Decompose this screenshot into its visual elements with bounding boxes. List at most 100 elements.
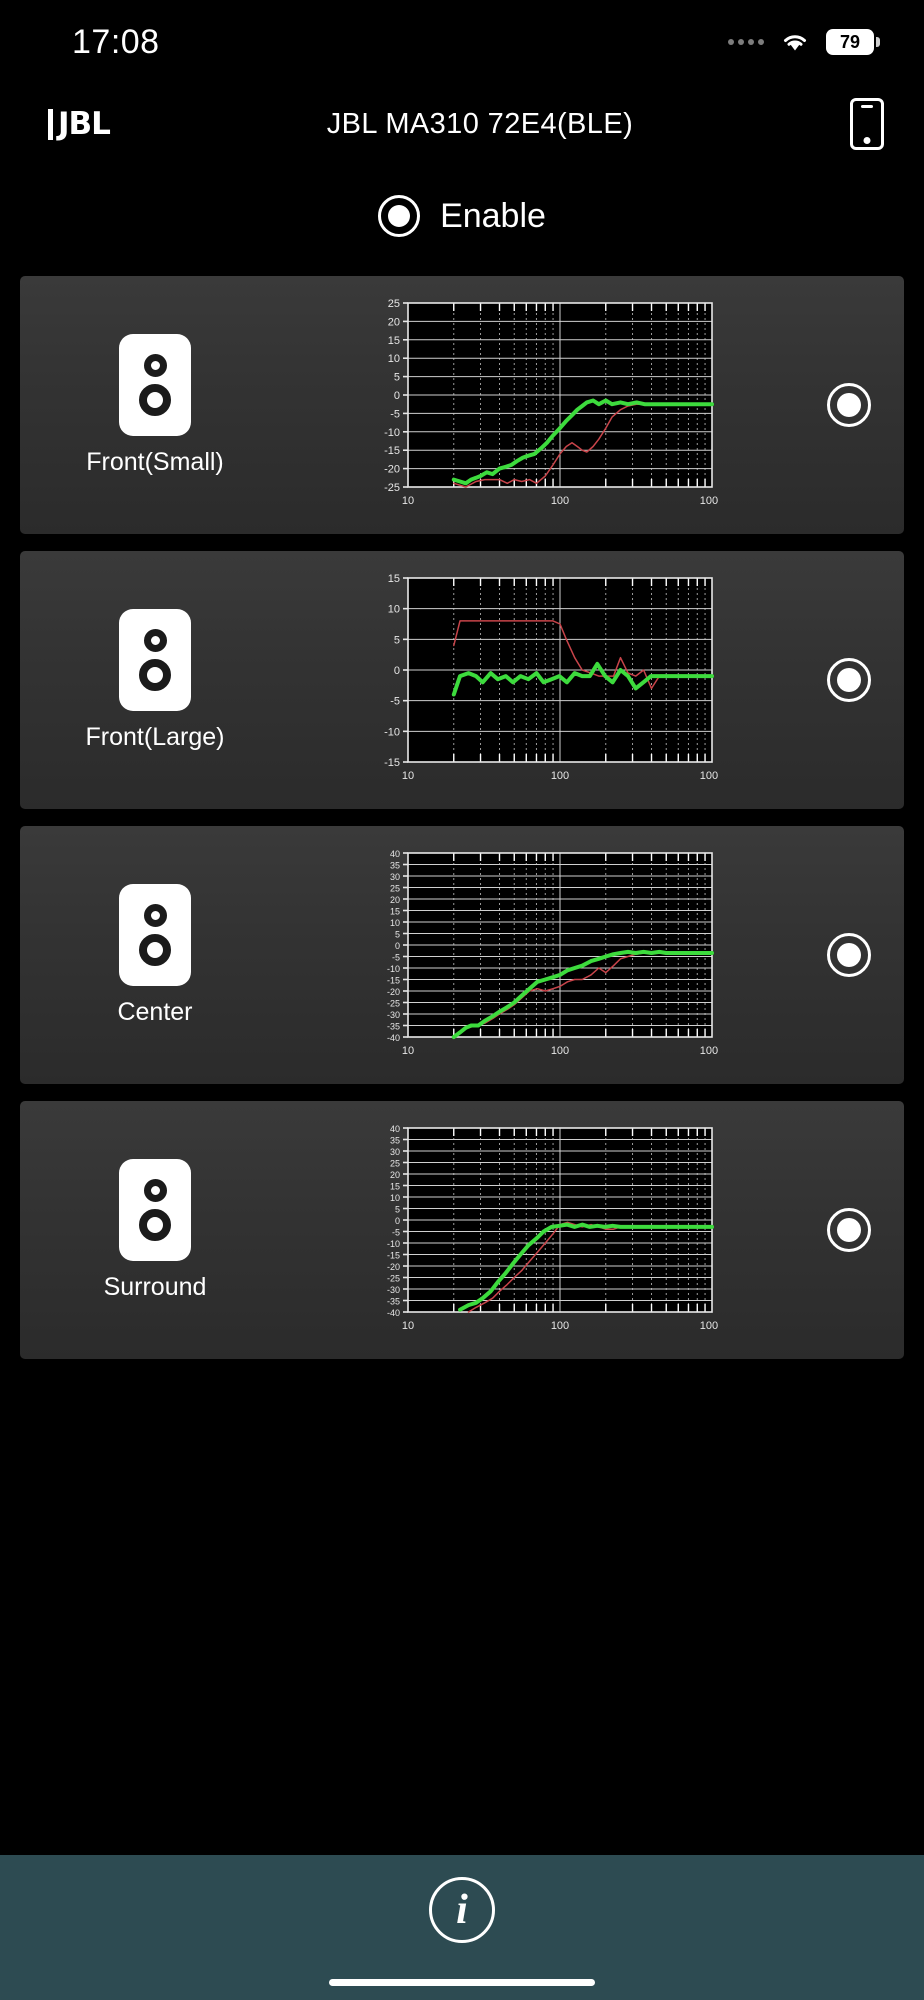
svg-text:0: 0 [395,1216,400,1226]
svg-text:1000: 1000 [700,495,718,507]
battery-indicator: 79 [826,29,880,55]
speaker-icon [119,1158,191,1261]
battery-percent: 79 [826,29,874,55]
svg-text:35: 35 [390,1136,400,1146]
svg-text:-5: -5 [390,696,400,708]
speaker-label: Front(Small) [86,447,224,476]
status-bar: 17:08 79 [0,0,924,84]
svg-text:-15: -15 [384,445,400,457]
svg-text:0: 0 [395,941,400,951]
speaker-info-front-large: Front(Large) [20,608,290,752]
svg-text:-35: -35 [387,1297,400,1307]
frequency-response-chart-center: 40 35 30 25 20 15 10 5 0 -5 -10 -15 -20 -25 -30 -35 -40 1… [290,841,794,1069]
svg-text:30: 30 [390,1147,400,1157]
svg-text:-30: -30 [387,1010,400,1020]
speaker-icon [119,333,191,436]
svg-text:15: 15 [388,335,400,347]
status-indicators: 79 [728,29,880,55]
svg-text:0: 0 [394,665,400,677]
frequency-response-chart-surround: 40 35 30 25 20 15 10 5 0 -5 -10 -15 -20 -25 -30 -35 -40 1… [290,1116,794,1344]
speaker-card-center[interactable]: Center 40 35 30 25 20 15 10 5 0 -5 -10 -15 -20 -25 -30… [20,826,904,1084]
speaker-icon [119,608,191,711]
svg-text:10: 10 [402,1045,414,1057]
svg-text:100: 100 [551,1320,569,1332]
svg-text:10: 10 [390,1193,400,1203]
svg-text:-20: -20 [387,987,400,997]
svg-text:30: 30 [390,872,400,882]
speaker-select-cell[interactable] [794,933,904,977]
speaker-select-cell[interactable] [794,658,904,702]
jbl-logo: JBL [48,108,111,140]
svg-text:20: 20 [390,1170,400,1180]
svg-text:-10: -10 [384,427,400,439]
speaker-select-radio[interactable] [827,933,871,977]
svg-text:-5: -5 [392,1228,400,1238]
battery-cap [876,37,880,47]
speaker-info-center: Center [20,883,290,1027]
signal-dots-icon [728,39,764,45]
speaker-label: Surround [103,1272,207,1301]
svg-text:20: 20 [390,895,400,905]
svg-text:35: 35 [390,861,400,871]
svg-text:15: 15 [390,907,400,917]
speaker-info-surround: Surround [20,1158,290,1302]
speaker-select-cell[interactable] [794,1208,904,1252]
enable-label: Enable [440,196,546,235]
bottom-bar: i [0,1855,924,2000]
svg-text:-25: -25 [387,999,400,1009]
svg-text:100: 100 [551,495,569,507]
speaker-label: Center [117,997,193,1026]
svg-text:-20: -20 [384,464,400,476]
svg-text:20: 20 [388,316,400,328]
svg-text:10: 10 [402,495,414,507]
svg-text:10: 10 [388,353,400,365]
speaker-card-surround[interactable]: Surround 40 35 30 25 20 15 10 5 0 -5 -10 -15 -20 -25-… [20,1101,904,1359]
svg-text:25: 25 [390,1159,400,1169]
speaker-select-cell[interactable] [794,383,904,427]
speaker-select-radio[interactable] [827,1208,871,1252]
svg-text:-40: -40 [387,1033,400,1043]
svg-text:-40: -40 [387,1308,400,1318]
speaker-select-radio[interactable] [827,658,871,702]
svg-text:25: 25 [388,298,400,310]
svg-text:-25: -25 [387,1274,400,1284]
svg-text:5: 5 [395,930,400,940]
svg-text:5: 5 [394,634,400,646]
svg-text:15: 15 [388,573,400,585]
svg-text:1000: 1000 [700,770,718,782]
svg-text:40: 40 [390,849,400,859]
svg-text:40: 40 [390,1124,400,1134]
svg-text:5: 5 [394,372,400,384]
svg-text:25: 25 [390,884,400,894]
enable-row[interactable]: Enable [0,178,924,254]
svg-text:-35: -35 [387,1022,400,1032]
phone-icon[interactable] [850,98,884,150]
app-header: JBL JBL MA310 72E4(BLE) [0,84,924,164]
svg-text:-20: -20 [387,1262,400,1272]
svg-text:1000: 1000 [700,1320,718,1332]
svg-text:-10: -10 [387,1239,400,1249]
svg-text:-15: -15 [384,757,400,769]
status-clock: 17:08 [72,22,160,61]
svg-text:-15: -15 [387,976,400,986]
svg-text:100: 100 [551,1045,569,1057]
home-indicator [329,1979,595,1986]
svg-text:15: 15 [390,1182,400,1192]
svg-text:-10: -10 [387,964,400,974]
svg-text:0: 0 [394,390,400,402]
info-icon[interactable]: i [429,1877,495,1943]
page-title: JBL MA310 72E4(BLE) [326,107,634,140]
speaker-info-front-small: Front(Small) [20,333,290,477]
svg-text:10: 10 [402,770,414,782]
speaker-card-front-small[interactable]: Front(Small) 25 20 15 10 5 0 -5 -10 -15 -20 -25 10 1… [20,276,904,534]
enable-radio[interactable] [378,195,421,237]
speaker-select-radio[interactable] [827,383,871,427]
speaker-label: Front(Large) [85,722,225,751]
speaker-icon [119,883,191,986]
svg-text:-5: -5 [390,408,400,420]
svg-text:-10: -10 [384,726,400,738]
svg-text:10: 10 [402,1320,414,1332]
wifi-icon [780,31,810,53]
